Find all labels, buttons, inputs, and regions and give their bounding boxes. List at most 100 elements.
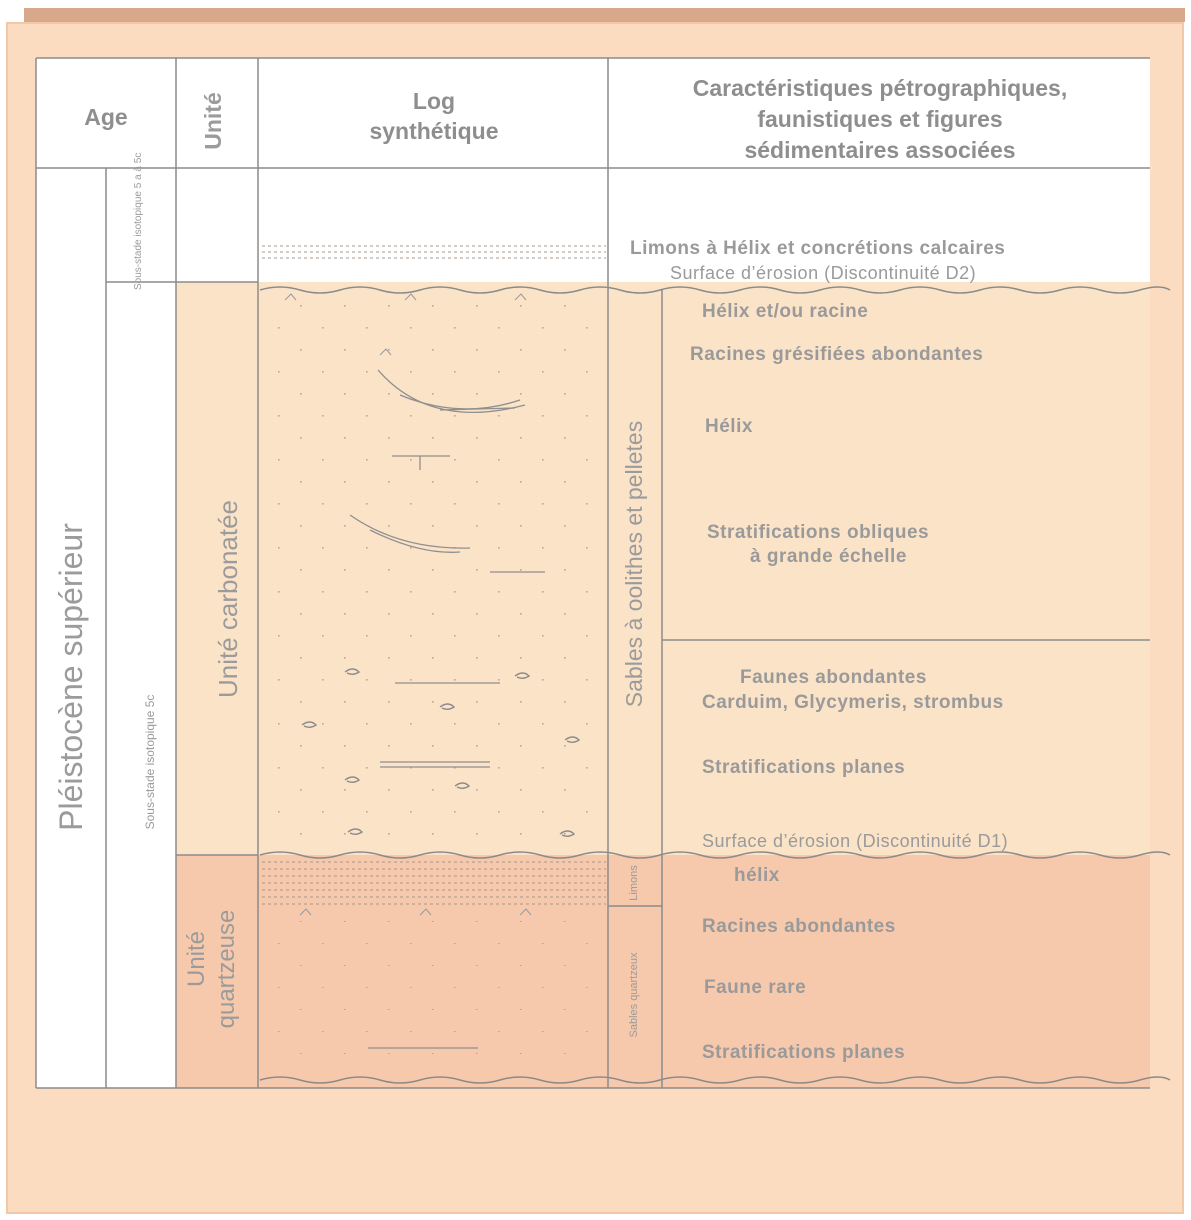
log-dot <box>520 1009 522 1010</box>
desc-faunes-list: Carduim, Glycymeris, strombus <box>702 692 1004 713</box>
log-dot <box>498 459 500 461</box>
log-dot <box>344 921 346 922</box>
log-dot <box>542 767 544 769</box>
log-dot <box>410 767 412 769</box>
log-dot <box>410 635 412 637</box>
log-dot <box>322 767 324 769</box>
log-dot <box>388 305 390 307</box>
desc-strat-planes-1: Stratifications planes <box>702 757 906 778</box>
log-dot <box>432 525 434 527</box>
log-dot <box>432 305 434 307</box>
header-carac-line2: faunistiques et figures <box>757 106 1003 132</box>
log-dot <box>476 833 478 835</box>
log-dot <box>344 613 346 615</box>
log-dot <box>432 789 434 791</box>
shell-symbols <box>301 668 581 837</box>
log-dot <box>476 657 478 659</box>
log-dot <box>322 547 324 549</box>
log-dot <box>344 437 346 439</box>
log-dot <box>388 1009 390 1010</box>
log-dot <box>586 547 588 549</box>
erosion-surfaces <box>259 286 1171 1084</box>
log-dot <box>366 327 368 329</box>
log-dot <box>366 415 368 417</box>
log-dot <box>300 833 302 835</box>
log-dot <box>388 921 390 922</box>
log-dot <box>344 525 346 527</box>
log-dot <box>300 921 302 922</box>
log-dot <box>454 679 456 681</box>
desc-racines-gresifiees: Racines grésifiées abondantes <box>690 344 984 365</box>
log-dot <box>344 349 346 351</box>
log-dot <box>278 327 280 329</box>
desc-erosion-d2: Surface d’érosion (Discontinuité D2) <box>670 263 977 283</box>
table-grid <box>35 57 1150 1089</box>
log-dot <box>344 569 346 571</box>
log-dot <box>476 393 478 395</box>
log-dot <box>542 679 544 681</box>
log-dot <box>586 811 588 813</box>
log-dot <box>388 569 390 571</box>
log-dot <box>300 481 302 483</box>
log-dot <box>432 393 434 395</box>
log-dot <box>432 1053 434 1054</box>
log-dot <box>454 371 456 373</box>
log-dot <box>388 393 390 395</box>
log-dot <box>410 1031 412 1032</box>
log-dot <box>586 1031 588 1032</box>
log-dot <box>410 459 412 461</box>
log-dot <box>520 525 522 527</box>
carbonate-zone <box>176 282 1150 855</box>
log-dot <box>564 1053 566 1054</box>
log-dot <box>300 613 302 615</box>
log-dot <box>542 371 544 373</box>
log-dot <box>454 415 456 417</box>
log-dot <box>388 1053 390 1054</box>
log-dot <box>366 723 368 725</box>
log-dot <box>278 679 280 681</box>
log-dot <box>542 547 544 549</box>
log-dot <box>432 701 434 703</box>
log-dot <box>542 327 544 329</box>
quartz-zone <box>176 855 1150 1088</box>
log-dot <box>432 349 434 351</box>
log-dot <box>432 657 434 659</box>
log-dot <box>278 943 280 944</box>
log-dot <box>564 393 566 395</box>
header-carac-line1: Caractéristiques pétrographiques, <box>692 75 1068 101</box>
log-dot <box>366 679 368 681</box>
log-dot <box>300 393 302 395</box>
log-dot <box>498 1031 500 1032</box>
header-carac-line3: sédimentaires associées <box>744 137 1016 163</box>
log-dot <box>476 701 478 703</box>
log-dot <box>366 371 368 373</box>
log-dot <box>564 613 566 615</box>
log-dot-pattern <box>278 305 588 1054</box>
log-dot <box>410 987 412 988</box>
log-dot <box>542 811 544 813</box>
facies-sables-quartzeux-label: Sables quartzeux <box>628 952 640 1038</box>
log-dot <box>410 547 412 549</box>
log-dot <box>586 591 588 593</box>
log-dot <box>366 987 368 988</box>
log-dot <box>322 723 324 725</box>
log-dot <box>520 1053 522 1054</box>
desc-helix-racine: Hélix et/ou racine <box>702 301 869 322</box>
log-dot <box>520 789 522 791</box>
log-dot <box>366 459 368 461</box>
log-dot <box>498 415 500 417</box>
log-dot <box>564 657 566 659</box>
log-dot <box>388 481 390 483</box>
log-dot <box>564 481 566 483</box>
log-dot <box>344 701 346 703</box>
log-dot <box>432 613 434 615</box>
log-dot <box>542 503 544 505</box>
log-dot <box>322 635 324 637</box>
log-dot <box>300 657 302 659</box>
log-dot <box>322 679 324 681</box>
log-dot <box>454 1031 456 1032</box>
log-dot <box>278 1031 280 1032</box>
log-dot <box>498 987 500 988</box>
log-dot <box>454 591 456 593</box>
log-dot <box>586 723 588 725</box>
